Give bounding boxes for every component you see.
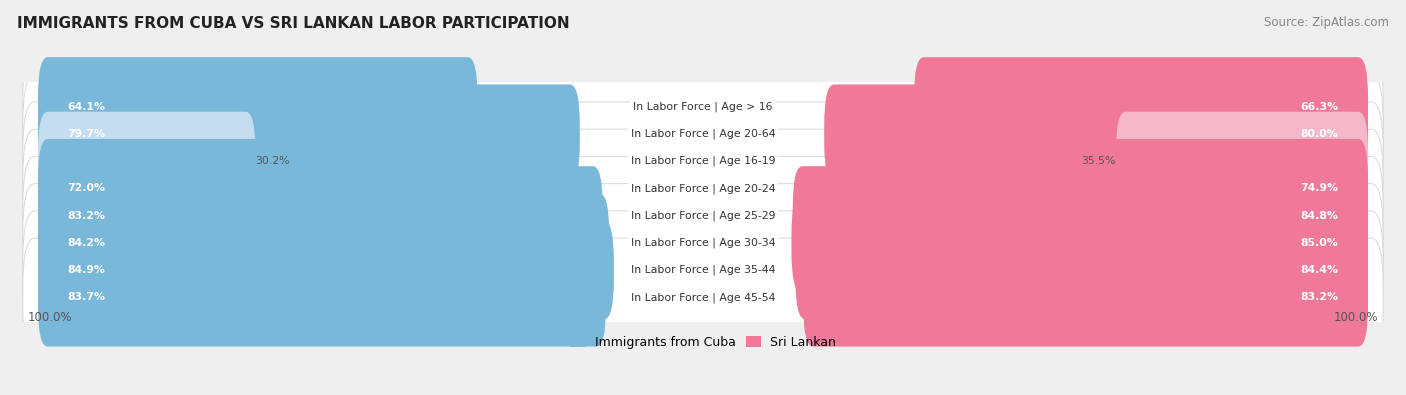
FancyBboxPatch shape	[22, 75, 1384, 193]
FancyBboxPatch shape	[38, 221, 614, 319]
FancyBboxPatch shape	[824, 85, 1368, 183]
Text: In Labor Force | Age 16-19: In Labor Force | Age 16-19	[631, 156, 775, 166]
FancyBboxPatch shape	[22, 102, 1384, 220]
FancyBboxPatch shape	[796, 221, 1368, 319]
Text: In Labor Force | Age 20-64: In Labor Force | Age 20-64	[631, 128, 775, 139]
FancyBboxPatch shape	[858, 139, 1368, 237]
Text: 80.0%: 80.0%	[1301, 129, 1339, 139]
FancyBboxPatch shape	[914, 57, 1368, 156]
FancyBboxPatch shape	[22, 129, 1384, 247]
FancyBboxPatch shape	[38, 139, 530, 237]
FancyBboxPatch shape	[38, 85, 579, 183]
FancyBboxPatch shape	[38, 248, 606, 346]
Text: In Labor Force | Age > 16: In Labor Force | Age > 16	[633, 101, 773, 112]
Text: 83.7%: 83.7%	[67, 292, 105, 302]
Text: 84.4%: 84.4%	[1301, 265, 1339, 275]
FancyBboxPatch shape	[22, 238, 1384, 356]
FancyBboxPatch shape	[803, 248, 1368, 346]
Text: 100.0%: 100.0%	[28, 311, 73, 324]
Text: 66.3%: 66.3%	[1301, 102, 1339, 111]
FancyBboxPatch shape	[38, 194, 609, 292]
Text: In Labor Force | Age 35-44: In Labor Force | Age 35-44	[631, 265, 775, 275]
Text: 84.9%: 84.9%	[67, 265, 105, 275]
Text: 30.2%: 30.2%	[256, 156, 290, 166]
FancyBboxPatch shape	[22, 211, 1384, 329]
Text: IMMIGRANTS FROM CUBA VS SRI LANKAN LABOR PARTICIPATION: IMMIGRANTS FROM CUBA VS SRI LANKAN LABOR…	[17, 16, 569, 31]
Text: 100.0%: 100.0%	[1333, 311, 1378, 324]
FancyBboxPatch shape	[22, 156, 1384, 275]
FancyBboxPatch shape	[38, 112, 256, 211]
Text: In Labor Force | Age 30-34: In Labor Force | Age 30-34	[631, 237, 775, 248]
Text: In Labor Force | Age 25-29: In Labor Force | Age 25-29	[631, 210, 775, 221]
Text: 35.5%: 35.5%	[1081, 156, 1116, 166]
Text: Source: ZipAtlas.com: Source: ZipAtlas.com	[1264, 16, 1389, 29]
FancyBboxPatch shape	[38, 57, 478, 156]
Legend: Immigrants from Cuba, Sri Lankan: Immigrants from Cuba, Sri Lankan	[565, 331, 841, 354]
Text: 83.2%: 83.2%	[1301, 292, 1339, 302]
Text: In Labor Force | Age 45-54: In Labor Force | Age 45-54	[631, 292, 775, 303]
Text: In Labor Force | Age 20-24: In Labor Force | Age 20-24	[631, 183, 775, 194]
FancyBboxPatch shape	[793, 166, 1368, 265]
FancyBboxPatch shape	[22, 184, 1384, 302]
Text: 72.0%: 72.0%	[67, 183, 105, 193]
Text: 85.0%: 85.0%	[1301, 238, 1339, 248]
Text: 74.9%: 74.9%	[1301, 183, 1339, 193]
FancyBboxPatch shape	[1116, 112, 1368, 211]
Text: 83.2%: 83.2%	[67, 211, 105, 220]
FancyBboxPatch shape	[38, 166, 603, 265]
FancyBboxPatch shape	[22, 47, 1384, 166]
Text: 64.1%: 64.1%	[67, 102, 105, 111]
FancyBboxPatch shape	[792, 194, 1368, 292]
Text: 79.7%: 79.7%	[67, 129, 105, 139]
Text: 84.2%: 84.2%	[67, 238, 105, 248]
Text: 84.8%: 84.8%	[1301, 211, 1339, 220]
